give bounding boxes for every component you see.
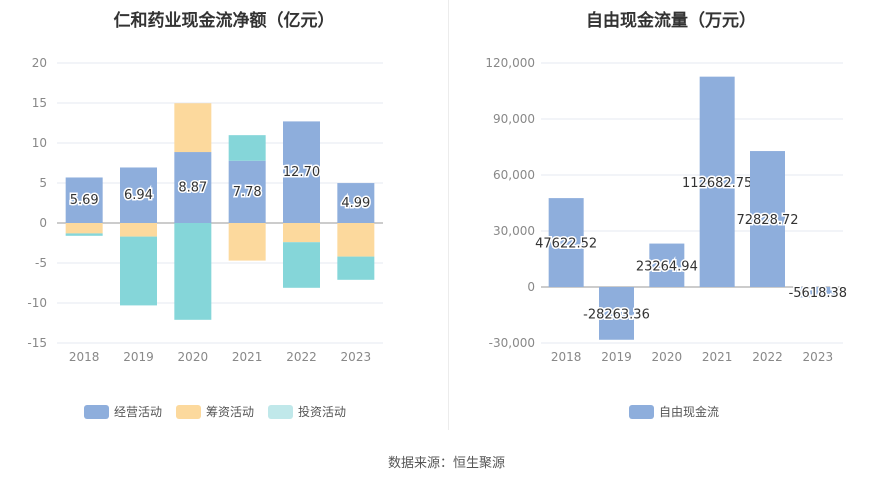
bar bbox=[750, 151, 785, 287]
legend-label-operating: 经营活动 bbox=[114, 405, 163, 419]
data-label: 7.78 bbox=[233, 185, 262, 200]
left-chart-panel: 仁和药业现金流净额（亿元） -15 -10 -5 0 5 10 15 20 2018 5.69 20… bbox=[0, 0, 448, 430]
legend-swatch-financing bbox=[176, 404, 202, 419]
data-label: 23264.94 bbox=[636, 259, 698, 274]
bar bbox=[228, 135, 266, 161]
left-chart-title: 仁和药业现金流净额（亿元） bbox=[113, 11, 335, 31]
legend-item-operating[interactable]: 经营活动 bbox=[84, 403, 162, 420]
data-label: 12.70 bbox=[283, 165, 320, 180]
data-label: 47622.52 bbox=[535, 237, 597, 252]
right-chart-legend: 自由现金流 bbox=[629, 403, 733, 420]
x-tick-label: 2018 bbox=[69, 350, 100, 364]
y-tick-label: 0 bbox=[39, 216, 47, 230]
bar bbox=[174, 152, 212, 223]
legend-swatch-free-cash-flow bbox=[629, 404, 654, 419]
y-tick-label: -10 bbox=[27, 296, 47, 310]
cash-flow-net-chart: -15 -10 -5 0 5 10 15 20 2018 5.69 2019 6.94 2020 8.87… bbox=[27, 56, 383, 364]
data-label: 4.99 bbox=[341, 196, 370, 211]
y-tick-label: 20 bbox=[32, 56, 47, 70]
data-label: 8.87 bbox=[178, 181, 207, 196]
y-tick-label: 15 bbox=[32, 96, 47, 110]
x-tick-label: 2023 bbox=[803, 350, 834, 364]
legend-label-financing: 筹资活动 bbox=[206, 405, 255, 419]
x-tick-label: 2021 bbox=[232, 350, 263, 364]
bar bbox=[120, 236, 157, 306]
bar bbox=[120, 223, 157, 237]
legend-item-investing[interactable]: 投资活动 bbox=[268, 403, 346, 420]
bar bbox=[337, 183, 375, 223]
x-tick-label: 2020 bbox=[178, 350, 209, 364]
x-tick-label: 2021 bbox=[702, 350, 733, 364]
y-tick-label: 60,000 bbox=[493, 168, 535, 182]
y-tick-label: 120,000 bbox=[485, 56, 535, 70]
bar bbox=[599, 287, 634, 340]
left-chart-legend: 经营活动 筹资活动 投资活动 bbox=[84, 403, 360, 420]
bar bbox=[337, 256, 375, 280]
y-tick-label: 90,000 bbox=[493, 112, 535, 126]
data-label: 112682.75 bbox=[682, 176, 752, 191]
y-tick-label: 5 bbox=[39, 176, 47, 190]
x-tick-label: 2022 bbox=[752, 350, 783, 364]
bar bbox=[283, 223, 320, 243]
x-tick-label: 2019 bbox=[601, 350, 632, 364]
bar bbox=[65, 233, 103, 236]
y-tick-label: -15 bbox=[27, 336, 47, 350]
x-tick-label: 2022 bbox=[286, 350, 317, 364]
data-label: 72828.72 bbox=[736, 213, 798, 228]
data-label: -5618.38 bbox=[789, 286, 847, 301]
y-tick-label: -5 bbox=[35, 256, 47, 270]
x-tick-label: 2018 bbox=[551, 350, 582, 364]
bar bbox=[699, 76, 735, 287]
bar bbox=[174, 103, 212, 153]
x-tick-label: 2019 bbox=[123, 350, 154, 364]
bar bbox=[174, 223, 212, 320]
bar bbox=[228, 223, 266, 261]
bar bbox=[65, 223, 103, 234]
bar bbox=[283, 242, 320, 288]
bar bbox=[65, 177, 103, 223]
bar bbox=[649, 243, 685, 287]
legend-item-free-cash-flow[interactable]: 自由现金流 bbox=[629, 403, 719, 420]
free-cash-flow-chart: -30,000 0 30,000 60,000 90,000 120,000 2018 476… bbox=[485, 56, 848, 364]
legend-swatch-investing bbox=[268, 404, 294, 419]
right-chart-title: 自由现金流量（万元） bbox=[586, 11, 756, 31]
x-tick-label: 2023 bbox=[341, 350, 372, 364]
legend-swatch-operating bbox=[84, 404, 109, 419]
legend-label-free-cash-flow: 自由现金流 bbox=[659, 405, 720, 419]
legend-label-investing: 投资活动 bbox=[298, 405, 347, 419]
bar bbox=[283, 121, 320, 223]
legend-item-financing[interactable]: 筹资活动 bbox=[176, 403, 254, 420]
y-tick-label: 10 bbox=[32, 136, 47, 150]
bar bbox=[548, 198, 584, 287]
bar bbox=[228, 160, 266, 223]
right-chart-panel: 自由现金流量（万元） -30,000 0 30,000 60,000 90,000 120… bbox=[449, 0, 893, 430]
data-source-note: 数据来源：恒生聚源 bbox=[387, 456, 505, 471]
data-label: -28263.36 bbox=[583, 307, 650, 322]
x-tick-label: 2020 bbox=[652, 350, 683, 364]
bar bbox=[800, 287, 836, 298]
y-tick-label: -30,000 bbox=[489, 336, 535, 350]
panel-divider bbox=[448, 0, 449, 430]
y-tick-label: 0 bbox=[527, 280, 535, 294]
data-label: 6.94 bbox=[124, 188, 153, 203]
bar bbox=[120, 167, 157, 223]
y-tick-label: 30,000 bbox=[493, 224, 535, 238]
bar bbox=[337, 223, 375, 257]
data-label: 5.69 bbox=[70, 193, 99, 208]
